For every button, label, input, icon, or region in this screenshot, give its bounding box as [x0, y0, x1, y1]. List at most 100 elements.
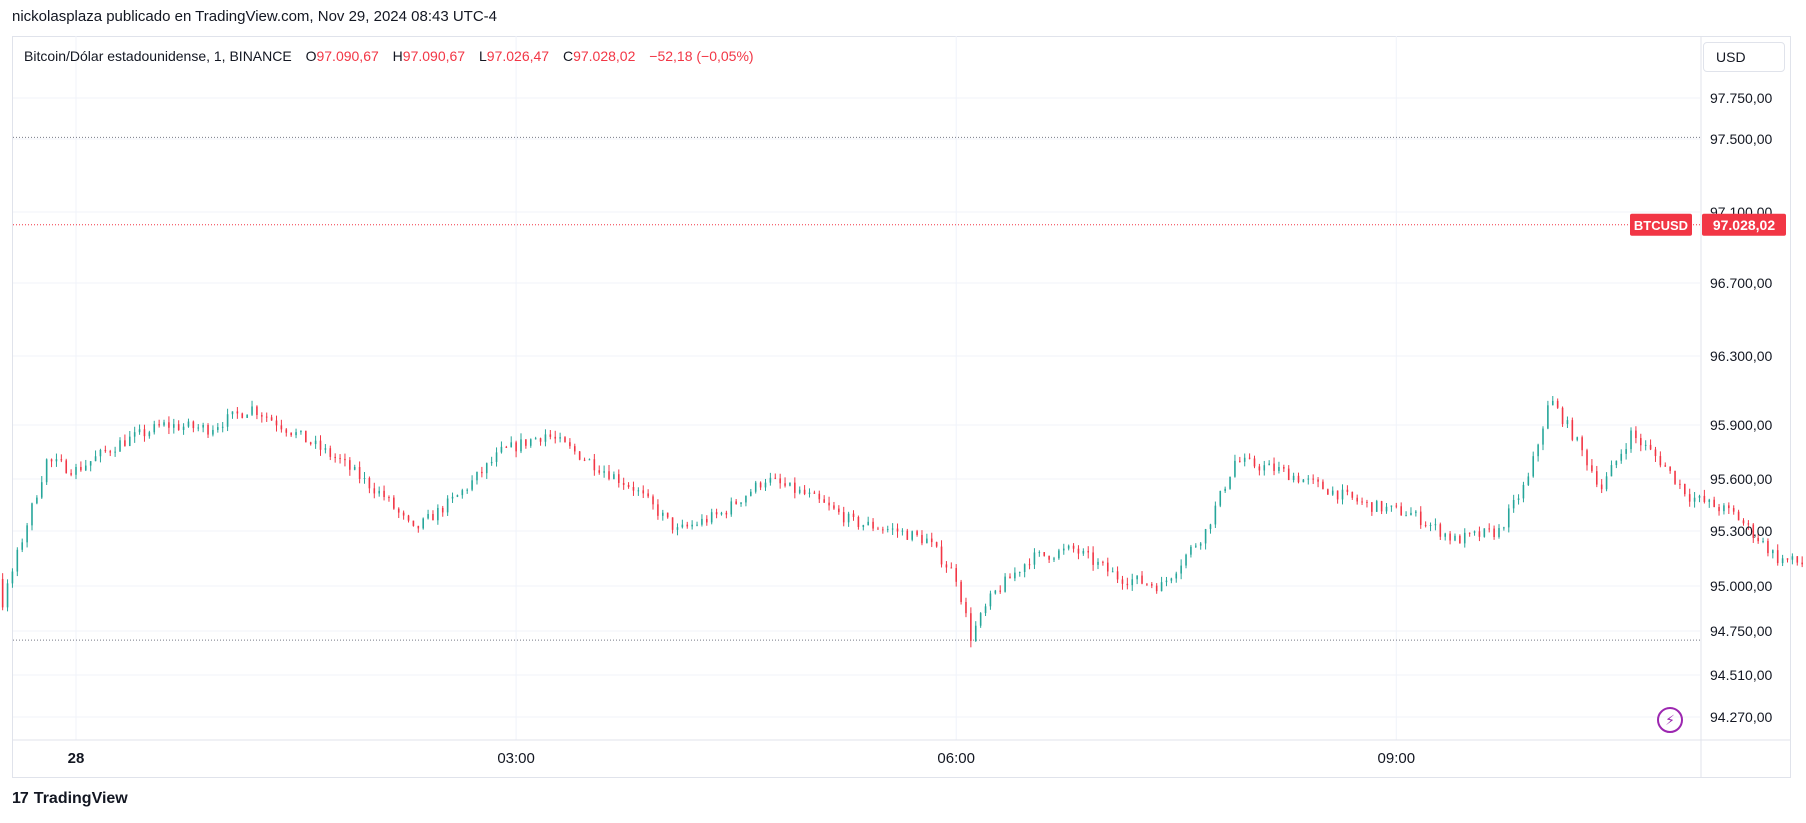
candle-body — [1121, 579, 1124, 584]
candle-body — [1669, 466, 1671, 471]
low-label: L — [478, 48, 487, 64]
candle-body — [1077, 548, 1080, 554]
price-tick-label: 96.300,00 — [1710, 348, 1772, 364]
currency-button[interactable]: USD — [1703, 42, 1785, 72]
candle-body — [1116, 571, 1119, 580]
candle-body — [1175, 573, 1178, 579]
candle-body — [1796, 556, 1799, 563]
low-value: 97.026,47 — [486, 48, 550, 64]
candle-body — [569, 442, 571, 447]
candle-body — [833, 505, 835, 509]
candle-body — [60, 459, 63, 461]
candle-body — [701, 518, 703, 525]
candle-body — [402, 512, 405, 516]
candle-body — [1009, 576, 1011, 579]
candle-body — [265, 416, 268, 418]
candle-body — [36, 497, 38, 504]
candle-body — [1190, 546, 1192, 555]
candle-body — [319, 440, 322, 450]
candle-body — [691, 524, 693, 527]
candle-body — [407, 515, 410, 521]
candle-body — [740, 502, 742, 504]
candle-body — [1708, 499, 1711, 502]
candle-body — [466, 489, 468, 491]
candle-body — [285, 429, 288, 433]
candle-body — [295, 432, 297, 436]
candle-body — [1625, 449, 1627, 454]
candle-body — [857, 517, 860, 527]
candle-body — [789, 482, 791, 486]
candle-body — [676, 527, 679, 530]
candle-body — [1581, 437, 1583, 451]
candle-body — [930, 538, 933, 543]
candle-body — [1082, 550, 1085, 554]
candle-body — [578, 451, 581, 460]
candle-body — [1214, 505, 1217, 525]
lightning-icon[interactable]: ⚡ — [1657, 707, 1683, 733]
candle-body — [476, 471, 478, 481]
candle-body — [950, 567, 953, 569]
candle-body — [217, 427, 219, 430]
candle-body — [1312, 478, 1314, 480]
candle-body — [1576, 437, 1579, 440]
candle-body — [119, 440, 121, 452]
candle-body — [89, 461, 92, 466]
candle-body — [706, 518, 708, 523]
candle-body — [412, 520, 415, 526]
candle-body — [133, 432, 136, 437]
candle-body — [573, 446, 576, 452]
candle-body — [921, 534, 923, 544]
symbol-name[interactable]: Bitcoin/Dólar estadounidense, 1, BINANCE — [24, 48, 292, 64]
candle-body — [798, 489, 801, 493]
candle-body — [510, 442, 513, 448]
candle-body — [1693, 497, 1696, 502]
candle-body — [847, 513, 850, 523]
candle-body — [1273, 463, 1275, 471]
candle-body — [309, 442, 312, 445]
candle-body — [877, 528, 879, 530]
candle-body — [1165, 580, 1168, 583]
candle-body — [1586, 450, 1588, 466]
time-tick-label: 03:00 — [497, 750, 535, 767]
candle-body — [1723, 505, 1725, 512]
candle-body — [1483, 528, 1486, 537]
candle-body — [1762, 540, 1764, 542]
chart-frame[interactable] — [12, 36, 1791, 778]
candle-body — [730, 501, 733, 515]
candle-body — [1449, 533, 1451, 541]
candle-body — [906, 530, 909, 540]
candle-body — [187, 421, 190, 427]
candle-body — [104, 449, 107, 452]
candle-body — [891, 528, 894, 530]
candle-body — [794, 482, 796, 493]
candle-body — [608, 471, 610, 480]
candle-body — [1287, 468, 1290, 481]
candle-body — [1591, 465, 1593, 472]
price-tick-label: 94.750,00 — [1710, 623, 1772, 639]
ohlc-legend: Bitcoin/Dólar estadounidense, 1, BINANCE… — [24, 48, 754, 64]
candle-body — [1547, 405, 1549, 429]
candle-body — [1351, 491, 1354, 498]
candle-body — [1033, 552, 1036, 565]
candle-body — [1674, 470, 1676, 484]
tradingview-logo[interactable]: 17 TradingView — [12, 790, 128, 808]
candle-body — [1131, 579, 1134, 586]
candle-body — [1698, 495, 1701, 498]
candle-body — [1620, 453, 1623, 461]
candle-body — [1713, 499, 1715, 508]
candle-body — [1380, 501, 1383, 512]
candle-body — [1400, 506, 1402, 516]
candle-body — [1170, 578, 1173, 581]
candle-body — [1023, 564, 1026, 572]
candle-body — [1718, 507, 1720, 512]
candle-body — [1566, 420, 1569, 425]
price-tick-label: 94.510,00 — [1710, 667, 1772, 683]
candle-body — [1571, 420, 1574, 440]
candle-body — [901, 530, 904, 532]
candle-body — [1004, 576, 1006, 592]
high-value: 97.090,67 — [402, 48, 466, 64]
candle-body — [212, 429, 214, 435]
candle-body — [784, 483, 786, 486]
candle-body — [16, 549, 19, 572]
